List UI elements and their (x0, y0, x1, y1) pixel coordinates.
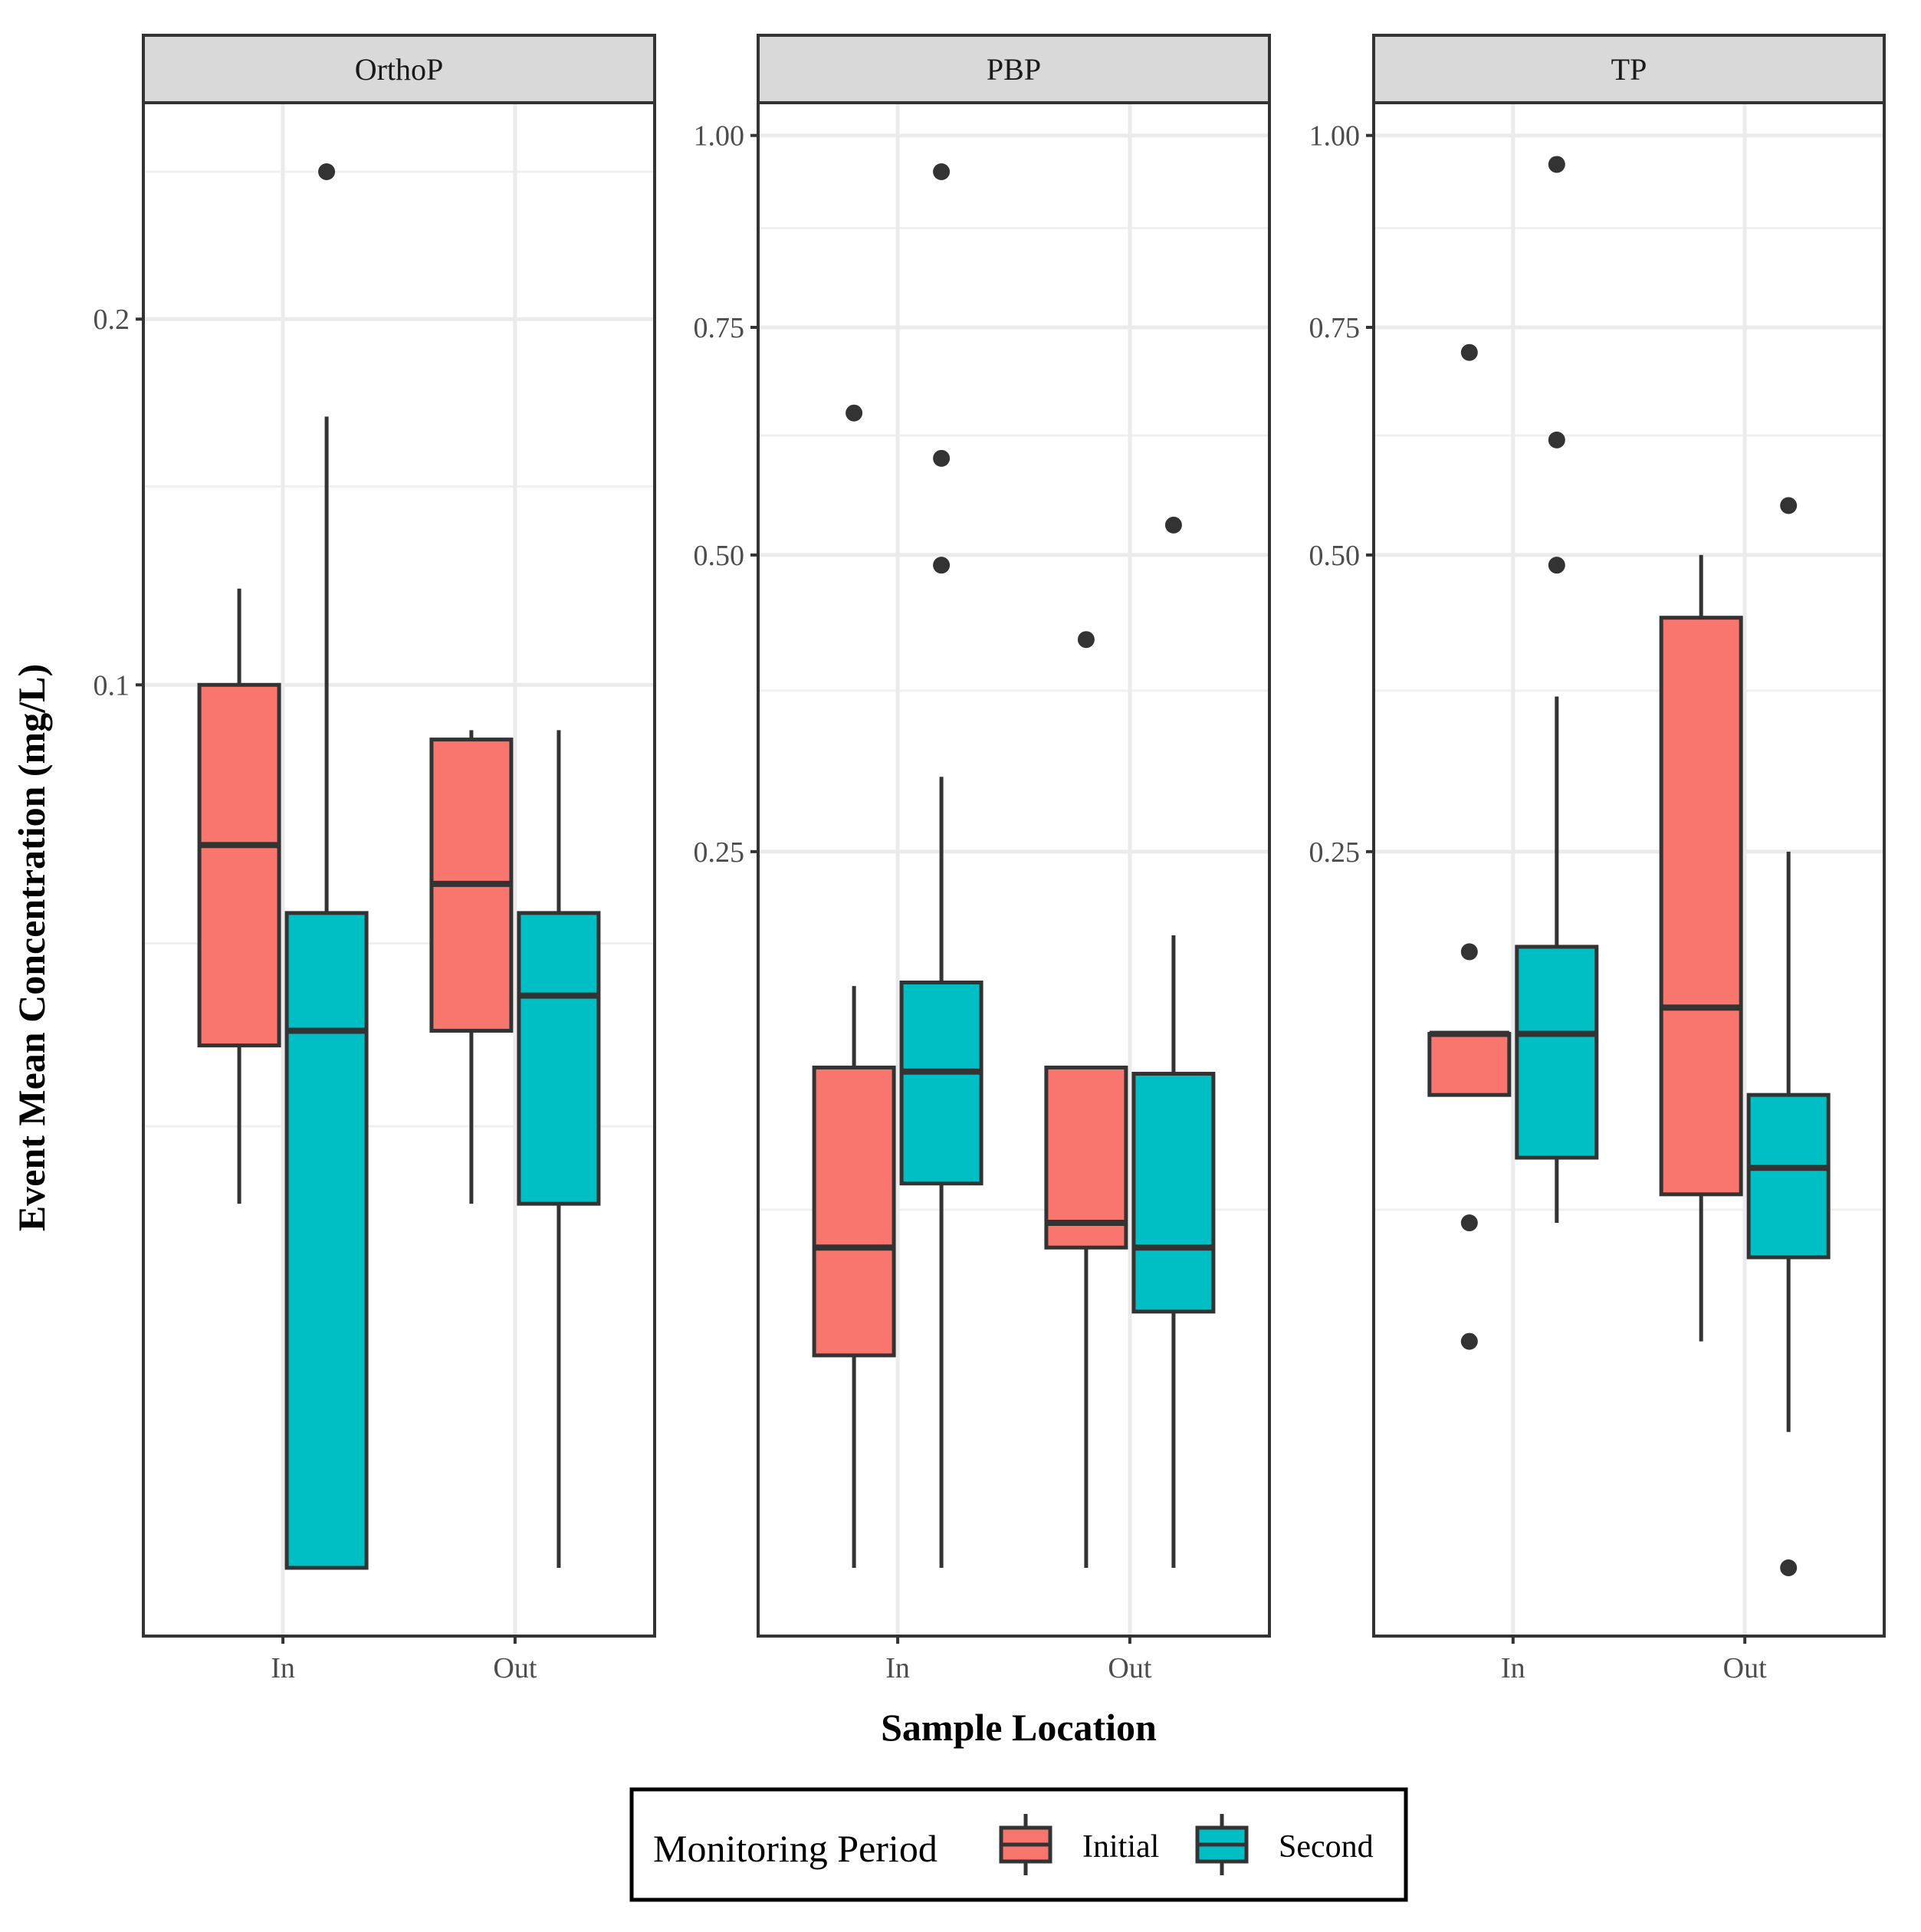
outlier-point (1780, 497, 1798, 514)
box-body (1746, 1092, 1831, 1260)
box-in-second (284, 163, 369, 1570)
y-tick-label: 0.25 (1309, 836, 1361, 869)
panel-border (757, 101, 1271, 1638)
panel-border (1372, 101, 1886, 1638)
y-tick-label: 0.75 (1309, 312, 1361, 344)
x-tick-label: Out (1108, 1652, 1151, 1684)
x-tick-label: In (271, 1652, 295, 1684)
box-body (517, 911, 601, 1206)
panel-background (758, 103, 1269, 1636)
outlier-point (1548, 557, 1565, 574)
box-in-initial (197, 588, 281, 1204)
facet-strip-label: TP (1611, 52, 1647, 87)
legend-title: Monitoring Period (653, 1827, 938, 1870)
box-body (284, 911, 369, 1570)
outlier-point (1460, 343, 1478, 361)
facet-pbp: PBP 0.25 0.50 0.75 1.00 In Out (694, 34, 1271, 1684)
x-tick-label: In (1501, 1652, 1525, 1684)
y-tick-label: 0.25 (694, 836, 745, 869)
box-body (899, 981, 983, 1186)
panel-border (142, 101, 656, 1638)
outlier-point (933, 557, 951, 574)
outlier-point (1460, 1214, 1478, 1232)
box-body (1515, 945, 1599, 1160)
x-axis-title: Sample Location (881, 1706, 1157, 1749)
box-body (1131, 1072, 1216, 1314)
outlier-point (1548, 431, 1565, 449)
legend: Monitoring Period Initial Second (629, 1787, 1408, 1902)
y-tick-label: 1.00 (694, 120, 745, 153)
outlier-point (1460, 1332, 1478, 1350)
legend-item-initial: Initial (999, 1814, 1159, 1875)
box-in-initial (812, 404, 896, 1568)
box-out-initial (1659, 554, 1743, 1342)
facet-strip-label: PBP (987, 52, 1041, 87)
panel-background (1374, 103, 1884, 1636)
box-body (1427, 1031, 1512, 1097)
legend-item-second: Second (1195, 1814, 1374, 1875)
box-in-second (899, 163, 983, 1568)
y-tick-label: 0.1 (94, 669, 130, 702)
y-tick-label: 1.00 (1309, 120, 1361, 153)
box-body (812, 1065, 896, 1358)
box-out-initial (429, 730, 514, 1204)
outlier-point (318, 163, 336, 180)
box-out-second (517, 730, 601, 1568)
y-tick-label: 0.50 (694, 540, 745, 572)
outlier-point (1548, 156, 1565, 173)
box-out-initial (1044, 631, 1128, 1568)
legend-label: Initial (1082, 1829, 1159, 1865)
outlier-point (1460, 943, 1478, 961)
box-out-second (1746, 497, 1831, 1576)
box-in-initial (1427, 343, 1512, 1350)
x-tick-label: Out (1723, 1652, 1767, 1684)
facet-strip (142, 34, 656, 104)
box-body (1659, 616, 1743, 1197)
facet-tp: TP 0.25 0.50 0.75 1.00 In Out (1309, 34, 1886, 1684)
facets: OrthoP 0.1 0.2 In Out PBP 0.25 0.50 0.75 1.00 In Ou… (94, 34, 1886, 1684)
facet-strip (757, 34, 1271, 104)
outlier-point (1164, 516, 1182, 534)
outlier-point (933, 449, 951, 467)
x-tick-label: In (885, 1652, 910, 1684)
outlier-point (1780, 1559, 1798, 1576)
box-body (197, 682, 281, 1048)
y-tick-label: 0.2 (94, 304, 130, 336)
box-out-second (1131, 516, 1216, 1568)
box-in-second (1515, 156, 1599, 1224)
facet-strip-label: OrthoP (355, 52, 444, 87)
legend-items: Initial Second (999, 1814, 1374, 1875)
outlier-point (1077, 631, 1095, 649)
y-tick-label: 0.50 (1309, 540, 1361, 572)
legend-label: Second (1279, 1829, 1374, 1865)
facet-strip (1372, 34, 1886, 104)
y-axis-title: Event Mean Concentration (mg/L) (10, 664, 53, 1231)
box-body (1044, 1065, 1128, 1250)
facet-orthop: OrthoP 0.1 0.2 In Out (94, 34, 656, 1684)
outlier-point (933, 163, 951, 180)
x-tick-label: Out (493, 1652, 537, 1684)
outlier-point (846, 404, 863, 422)
y-tick-label: 0.75 (694, 312, 745, 344)
